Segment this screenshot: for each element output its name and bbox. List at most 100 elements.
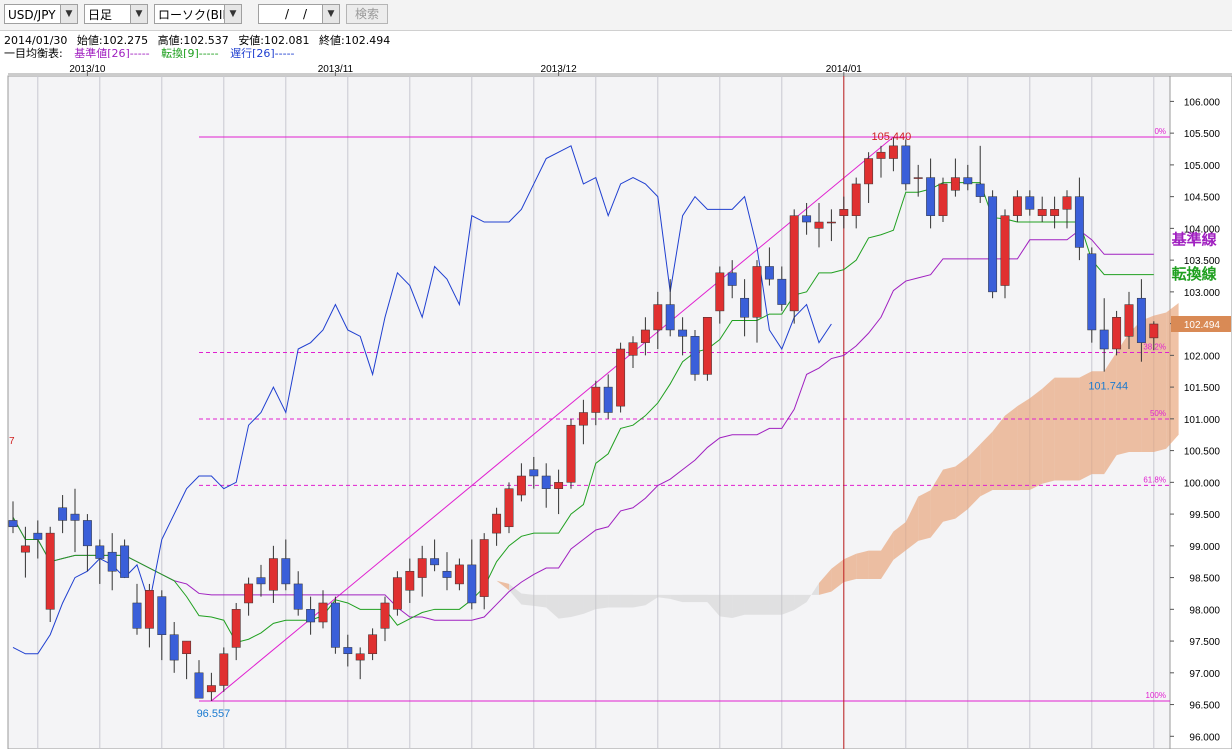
last-price-badge — [1171, 315, 1231, 332]
candle-body — [628, 342, 638, 356]
candle-body — [578, 412, 588, 426]
price-type-select[interactable]: ローソク(BID) ▼ — [154, 4, 242, 24]
candle-body — [318, 602, 328, 623]
y-axis-tick-label: 96.000 — [1189, 732, 1220, 743]
candle-body — [950, 177, 960, 191]
kumo-cloud-segment — [1091, 371, 1105, 475]
candle-body — [789, 215, 799, 312]
price-axis — [1169, 75, 1232, 749]
date-separator: / — [303, 7, 308, 21]
y-axis-tick-label: 104.000 — [1184, 224, 1221, 235]
candle-body — [603, 386, 613, 413]
candle-body — [157, 596, 167, 635]
kumo-cloud-segment — [1067, 377, 1080, 481]
ohlc-low: 安値:102.081 — [238, 34, 310, 47]
candle-body — [368, 634, 378, 655]
candle-body — [752, 266, 762, 318]
ohlc-high: 高値:102.537 — [157, 34, 229, 47]
y-axis-tick-label: 97.500 — [1189, 637, 1220, 648]
candle-body — [1124, 304, 1134, 337]
candle-body — [405, 570, 415, 591]
chevron-down-icon[interactable]: ▼ — [130, 5, 147, 23]
y-axis-tick-label: 97.000 — [1189, 669, 1220, 680]
last-price-label: 102.494 — [1184, 320, 1221, 331]
legend-tenkan: 転換[9]----- — [161, 47, 219, 60]
candle-body — [107, 551, 117, 572]
candle-body — [926, 177, 936, 216]
kumo-cloud-segment — [1153, 312, 1167, 452]
candle-body — [70, 513, 80, 521]
candle-body — [665, 304, 675, 331]
candle-body — [764, 266, 774, 280]
candle-body — [591, 386, 601, 413]
candle-body — [1087, 253, 1097, 331]
kijun-line — [12, 229, 1154, 621]
kumo-cloud-segment — [620, 594, 633, 608]
candlestick-chart[interactable]: 2013/10 2013/11 2013/12 2014/01 0% 38.2% 50% 61… — [0, 58, 1232, 749]
candle-body — [963, 177, 973, 185]
candle-body — [876, 151, 886, 159]
y-axis-tick-label: 103.000 — [1184, 288, 1221, 299]
candle-body — [120, 545, 130, 578]
kumo-cloud-segment — [831, 559, 844, 592]
candle-body — [306, 609, 316, 623]
candle-body — [467, 564, 477, 604]
kumo-cloud-segment — [806, 583, 819, 603]
legend-title: 一目均衡表: — [4, 47, 63, 60]
candle-body — [839, 209, 849, 216]
kumo-cloud-segment — [670, 594, 683, 603]
kumo-cloud-segment — [583, 594, 596, 614]
period-select[interactable]: 日足 ▼ — [84, 4, 148, 24]
y-axis-tick-label: 106.000 — [1184, 97, 1221, 108]
candle-body — [82, 520, 92, 547]
chevron-down-icon[interactable]: ▼ — [60, 5, 77, 23]
candle-body — [1050, 209, 1060, 216]
kumo-cloud-segment — [1017, 398, 1030, 491]
candle-body — [268, 558, 278, 591]
kumo-cloud-segment — [843, 553, 857, 583]
candle-body — [169, 634, 179, 661]
y-axis-tick-label: 100.000 — [1184, 478, 1221, 489]
candle-body — [616, 348, 626, 407]
candle-body — [219, 653, 229, 686]
kumo-cloud-segment — [1166, 302, 1179, 449]
kumo-cloud-segment — [732, 594, 745, 618]
kumo-cloud-segment — [707, 594, 720, 617]
kumo-cloud-segment — [682, 594, 695, 603]
month-label: 2014/01 — [826, 64, 863, 75]
candle-body — [777, 278, 787, 305]
candle-body — [541, 475, 551, 489]
calendar-dropdown-icon[interactable]: ▼ — [322, 5, 339, 23]
legend-kijun: 基準値[26]----- — [74, 47, 150, 60]
y-axis-tick-label: 105.500 — [1184, 129, 1221, 140]
candle-body — [1012, 196, 1022, 216]
fibonacci-level-label: 50% — [1150, 409, 1166, 418]
candle-body — [293, 583, 303, 610]
candle-body — [814, 221, 824, 229]
kumo-cloud-segment — [1042, 377, 1055, 484]
candle-body — [194, 672, 204, 699]
kumo-cloud-segment — [905, 496, 919, 551]
kumo-cloud-segment — [955, 456, 968, 519]
kumo-cloud-segment — [719, 594, 733, 618]
candle-body — [417, 558, 427, 578]
candle-body — [864, 158, 874, 185]
kumo-cloud-segment — [856, 550, 869, 579]
search-button[interactable]: 検索 — [346, 4, 388, 24]
date-input[interactable]: / / ▼ — [258, 4, 340, 24]
candle-body — [913, 177, 923, 179]
candle-body — [182, 640, 192, 655]
candle-body — [715, 272, 725, 312]
low-price-label: 96.557 — [197, 708, 231, 720]
toolbar: USD/JPY ▼ 日足 ▼ ローソク(BID) ▼ / / ▼ 検索 — [0, 0, 1232, 31]
kumo-cloud-segment — [757, 594, 770, 615]
candle-body — [33, 532, 43, 540]
chevron-down-icon[interactable]: ▼ — [224, 5, 241, 23]
kumo-cloud-segment — [893, 522, 906, 560]
candle-body — [442, 570, 452, 578]
price-type-value: ローソク(BID) — [158, 8, 237, 22]
currency-pair-select[interactable]: USD/JPY ▼ — [4, 4, 78, 24]
candle-body — [132, 602, 142, 629]
kumo-cloud-segment — [744, 594, 757, 615]
kijun-line-label: 基準線 — [1171, 230, 1217, 248]
